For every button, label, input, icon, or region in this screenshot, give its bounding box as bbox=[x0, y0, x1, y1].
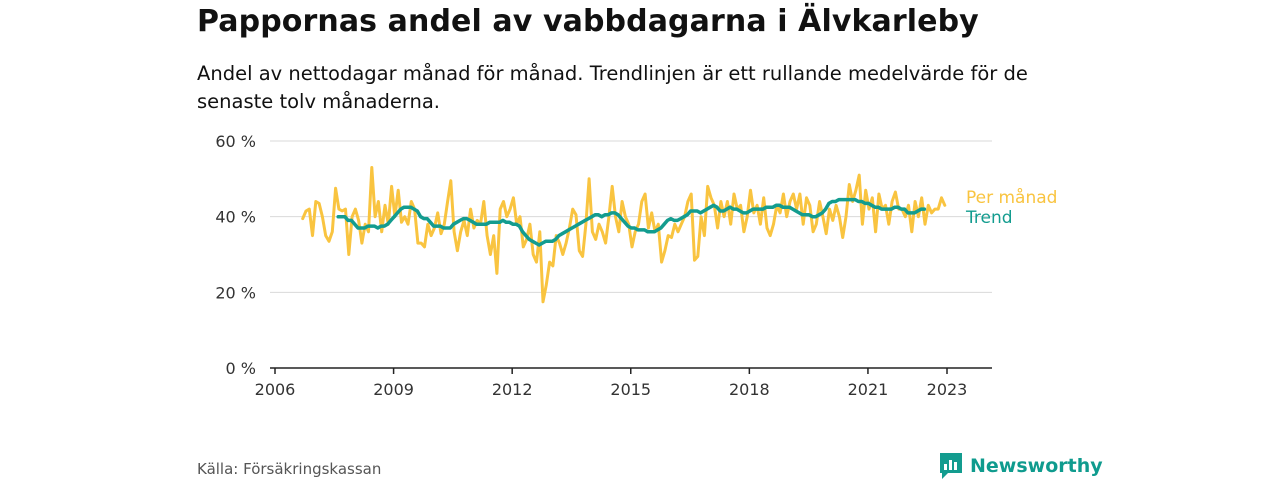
y-axis: 0 % 20 % 40 % 60 % bbox=[215, 132, 256, 378]
series-per-manad bbox=[301, 166, 947, 304]
y-tick-label: 20 % bbox=[215, 283, 256, 302]
y-tick-label: 0 % bbox=[226, 359, 256, 378]
x-tick-label: 2006 bbox=[255, 380, 296, 399]
series-line-per-manad bbox=[301, 166, 947, 304]
line-chart: 0 % 20 % 40 % 60 % 2006 2009 2012 2015 2018 2021… bbox=[215, 132, 1057, 399]
x-tick-label: 2021 bbox=[848, 380, 889, 399]
brand-name: Newsworthy bbox=[970, 455, 1103, 477]
legend-label-trend: Trend bbox=[965, 208, 1013, 228]
x-tick-label: 2018 bbox=[729, 380, 770, 399]
y-tick-label: 60 % bbox=[215, 132, 256, 151]
x-axis: 2006 2009 2012 2015 2018 2021 2023 bbox=[255, 367, 992, 399]
x-tick-label: 2009 bbox=[373, 380, 414, 399]
y-tick-label: 40 % bbox=[215, 208, 256, 227]
series-line-trend bbox=[336, 197, 927, 247]
chart-grid bbox=[270, 140, 992, 293]
series-trend bbox=[336, 197, 927, 247]
x-tick-label: 2015 bbox=[610, 380, 651, 399]
chart-subtitle: Andel av nettodagar månad för månad. Tre… bbox=[197, 62, 1028, 113]
newsworthy-logo-icon bbox=[940, 453, 962, 479]
x-tick-label: 2012 bbox=[492, 380, 533, 399]
x-tick-label: 2023 bbox=[927, 380, 968, 399]
chart-title: Pappornas andel av vabbdagarna i Älvkarl… bbox=[197, 4, 979, 39]
brand-logo[interactable]: Newsworthy bbox=[938, 450, 1103, 482]
source-note: Källa: Försäkringskassan bbox=[197, 460, 382, 478]
legend-label-per-manad: Per månad bbox=[966, 187, 1057, 208]
